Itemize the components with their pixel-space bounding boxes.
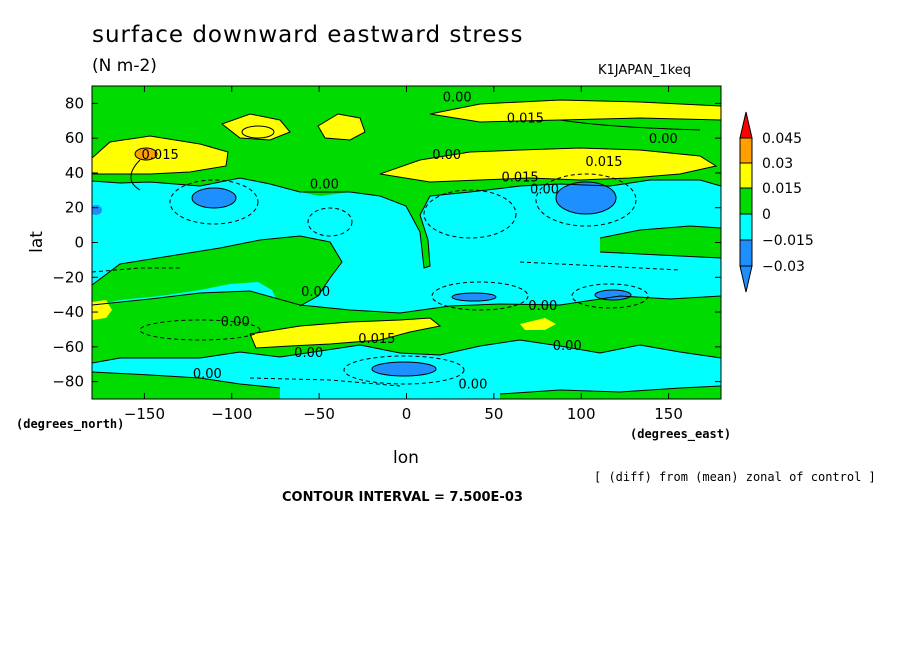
diff-note: [ (diff) from (mean) zonal of control ]	[594, 470, 876, 484]
y-tick-label: −80	[52, 373, 84, 391]
colorbar-orange	[739, 137, 753, 164]
y-tick-label: −40	[52, 303, 84, 321]
run-id: K1JAPAN_1keq	[598, 63, 692, 78]
y-tick-label: −20	[52, 268, 84, 286]
contour-lines-negative	[92, 173, 681, 387]
colorbar-arrow-bottom	[739, 265, 753, 293]
field-yellow-north-pacific	[92, 136, 228, 174]
field-blue-4	[452, 293, 496, 301]
contour-lines	[92, 99, 721, 395]
field-yellow-south-east	[520, 318, 556, 330]
colorbar-label: 0.045	[762, 131, 802, 147]
field-yellow-north-east	[430, 100, 721, 122]
contour-label: 0.00	[294, 346, 323, 361]
y-tick-label: −60	[52, 338, 84, 356]
contour-label: 0.00	[458, 377, 487, 392]
contour-label: 0.00	[443, 90, 472, 105]
field-blue-6	[372, 362, 436, 376]
colorbar-cyan	[739, 213, 753, 241]
y-tick-label: 40	[65, 164, 84, 182]
colorbar-label: 0.015	[762, 181, 802, 197]
contour-label: 0.015	[507, 111, 544, 126]
x-tick-label: −100	[211, 405, 252, 423]
field-blue-1	[192, 188, 236, 208]
y-axis-label: lat	[27, 231, 47, 253]
y-axis-ticks: 80 60 40 20 0 −20 −40 −60 −80	[52, 94, 721, 391]
contour-label: 0.015	[358, 332, 395, 347]
field-yellow-south-west	[92, 300, 112, 320]
field-blue-2	[556, 182, 616, 214]
colorbar-labels: 0.045 0.03 0.015 0 −0.015 −0.03	[762, 131, 814, 275]
x-axis-ticks: −150 −100 −50 0 50 100 150	[124, 86, 683, 423]
contour-label: 0.00	[432, 148, 461, 163]
contour-label: 0.00	[221, 315, 250, 330]
colorbar-arrow-top	[739, 111, 753, 139]
field-blue-5	[595, 290, 631, 300]
colorbar: 0.045 0.03 0.015 0 −0.015 −0.03	[739, 111, 814, 293]
x-tick-label: 100	[567, 405, 596, 423]
y-unit-label: (degrees_north)	[16, 417, 124, 432]
field-green-pacific-south	[92, 236, 342, 308]
contour-label: 0.00	[301, 285, 330, 300]
y-tick-label: 20	[65, 199, 84, 217]
contour-label: 0.00	[530, 183, 559, 198]
field-yellow-atlantic-patch	[318, 114, 365, 140]
colorbar-label: −0.03	[762, 259, 805, 275]
contour-label: 0.00	[193, 367, 222, 382]
contour-label: 0.015	[585, 155, 622, 170]
colorbar-label: −0.015	[762, 233, 814, 249]
field-green-east-tropics	[600, 226, 721, 258]
y-tick-label: 80	[65, 94, 84, 112]
field-orange-patch	[135, 148, 157, 160]
colorbar-lightblue	[739, 239, 753, 267]
field-green-antarctic	[92, 372, 280, 399]
x-tick-label: −150	[124, 405, 165, 423]
colorbar-label: 0	[762, 207, 771, 223]
contour-label: 0.00	[553, 339, 582, 354]
colorbar-yellow	[739, 162, 753, 189]
field-yellow-eurasia	[380, 148, 716, 182]
contour-label: 0.00	[649, 132, 678, 147]
contour-label: 0.015	[501, 170, 538, 185]
contour-label: 0.015	[142, 148, 179, 163]
contour-label: 0.00	[528, 299, 557, 314]
chart-title: surface downward eastward stress	[92, 22, 524, 48]
y-tick-label: 60	[65, 129, 84, 147]
x-tick-label: 0	[402, 405, 412, 423]
x-tick-label: 50	[484, 405, 503, 423]
colorbar-label: 0.03	[762, 156, 793, 172]
field-yellow-south-belt	[250, 318, 440, 348]
chart-units: (N m-2)	[92, 56, 157, 76]
contour-label: 0.00	[310, 177, 339, 192]
contour-interval: CONTOUR INTERVAL = 7.500E-03	[282, 490, 523, 505]
y-tick-label: 0	[74, 234, 84, 252]
colorbar-green	[739, 187, 753, 215]
x-tick-label: −50	[303, 405, 335, 423]
x-unit-label: (degrees_east)	[630, 427, 731, 442]
x-axis-label: lon	[393, 448, 419, 468]
x-tick-label: 150	[654, 405, 683, 423]
